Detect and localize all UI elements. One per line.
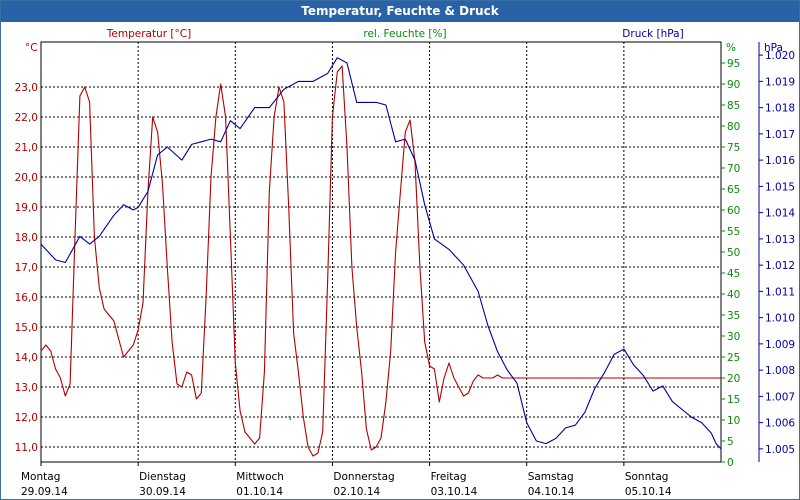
pressure-tick-label: 1.020 (765, 50, 795, 62)
humidity-tick-label: 95 (727, 58, 740, 70)
humidity-tick-label: 75 (727, 142, 740, 154)
humidity-tick-label: 55 (727, 226, 740, 238)
pressure-tick-label: 1.007 (765, 391, 795, 403)
humidity-tick-label: 20 (727, 373, 740, 385)
humidity-tick-label: 5 (727, 436, 734, 448)
humidity-tick-label: 65 (727, 184, 740, 196)
series-line-temperatur (40, 65, 721, 457)
temperature-tick-label: 11,0 (15, 442, 38, 454)
temperature-tick-label: 21,0 (15, 142, 38, 154)
humidity-tick-label: 90 (727, 79, 740, 91)
humidity-tick-label: 80 (727, 121, 740, 133)
humidity-tick-label: 10 (727, 415, 740, 427)
humidity-tick-label: 35 (727, 310, 740, 322)
pressure-tick-label: 1.008 (765, 365, 795, 377)
day-labels: Montag 29.09.14 Dienstag 30.09.14 Mittwoch 01… (21, 462, 672, 498)
day-date-label: 29.09.14 (21, 486, 68, 498)
humidity-tick-label: 15 (727, 394, 740, 406)
day-date-label: 03.10.14 (431, 486, 478, 498)
humidity-tick-label: 70 (727, 163, 740, 175)
temperature-ticks: 11,0 12,0 13,0 14,0 15,0 16,0 17,0 18,0 19,0 20,0… (15, 82, 38, 454)
humidity-tick-label: 25 (727, 352, 740, 364)
temperature-unit: °C (25, 42, 38, 54)
pressure-tick-label: 1.012 (765, 260, 795, 272)
grid (40, 41, 722, 463)
pressure-tick-label: 1.016 (765, 155, 795, 167)
humidity-tick-label: 50 (727, 247, 740, 259)
humidity-mark (288, 415, 292, 421)
temperature-tick-label: 13,0 (15, 382, 38, 394)
pressure-tick-label: 1.017 (765, 129, 795, 141)
day-date-label: 04.10.14 (528, 486, 575, 498)
temperature-tick-label: 19,0 (15, 202, 38, 214)
temperature-tick-label: 22,0 (15, 112, 38, 124)
temperature-tick-label: 12,0 (15, 412, 38, 424)
day-name-label: Freitag (431, 471, 467, 483)
humidity-tick-label: 85 (727, 100, 740, 112)
temperature-tick-label: 14,0 (15, 352, 38, 364)
day-date-label: 01.10.14 (236, 486, 283, 498)
day-date-label: 30.09.14 (139, 486, 186, 498)
temperature-tick-label: 20,0 (15, 172, 38, 184)
temperature-legend: Temperatur [°C] (106, 28, 191, 40)
day-name-label: Donnerstag (333, 471, 394, 483)
pressure-tick-label: 1.018 (765, 103, 795, 115)
temperature-tick-label: 17,0 (15, 262, 38, 274)
humidity-tick-label: 40 (727, 289, 740, 301)
day-name-label: Mittwoch (236, 471, 284, 483)
pressure-tick-label: 1.010 (765, 313, 795, 325)
pressure-tick-label: 1.005 (765, 444, 795, 456)
pressure-tick-label: 1.013 (765, 234, 795, 246)
pressure-tick-label: 1.006 (765, 418, 795, 430)
pressure-tick-label: 1.009 (765, 339, 795, 351)
day-date-label: 02.10.14 (333, 486, 380, 498)
humidity-legend: rel. Feuchte [%] (363, 28, 446, 40)
humidity-tick-label: 30 (727, 331, 740, 343)
temperature-tick-label: 16,0 (15, 292, 38, 304)
pressure-unit: hPa (764, 42, 783, 54)
day-name-label: Sonntag (625, 471, 669, 483)
pressure-tick-label: 1.019 (765, 76, 795, 88)
humidity-tick-label: 60 (727, 205, 740, 217)
humidity-unit: % (726, 42, 736, 54)
series-lines (40, 57, 722, 457)
humidity-tick-label: 0 (727, 457, 734, 469)
plot-border (40, 41, 722, 463)
pressure-tick-label: 1.015 (765, 181, 795, 193)
day-name-label: Samstag (528, 471, 574, 483)
series-line-druck (40, 57, 722, 450)
temperature-tick-label: 18,0 (15, 232, 38, 244)
temperature-tick-label: 15,0 (15, 322, 38, 334)
day-name-label: Dienstag (139, 471, 186, 483)
pressure-tick-label: 1.014 (765, 208, 795, 220)
pressure-ticks: 1.005 1.006 1.007 1.008 1.009 1.010 1.011 1.012… (758, 42, 795, 462)
day-name-label: Montag (21, 471, 60, 483)
temperature-tick-label: 23,0 (15, 82, 38, 94)
window-title: Temperatur, Feuchte & Druck (1, 1, 799, 22)
pressure-legend: Druck [hPa] (622, 28, 683, 40)
humidity-ticks: 0 5 10 15 20 25 30 35 40 45 50 55 60 65 70 75 80 85 90 95 (721, 58, 740, 469)
humidity-tick-label: 45 (727, 268, 740, 280)
day-date-label: 05.10.14 (625, 486, 672, 498)
pressure-tick-label: 1.011 (765, 286, 795, 298)
